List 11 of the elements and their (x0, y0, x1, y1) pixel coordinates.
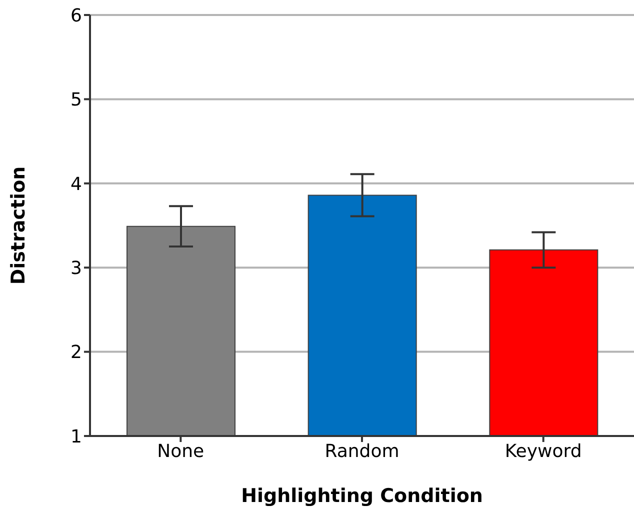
y-tick-label: 5 (70, 90, 82, 111)
x-tick-label: Random (324, 440, 400, 462)
x-tick-label: Keyword (504, 440, 582, 462)
y-tick-label: 1 (70, 426, 82, 448)
y-tick-label: 4 (70, 174, 82, 195)
y-tick-label: 6 (70, 5, 82, 26)
y-tick-label: 3 (70, 258, 82, 279)
x-axis-title: Highlighting Condition (241, 485, 483, 507)
y-axis-title: Distraction (8, 166, 30, 285)
x-tick-label: None (157, 440, 204, 462)
y-tick-label: 2 (70, 342, 82, 364)
